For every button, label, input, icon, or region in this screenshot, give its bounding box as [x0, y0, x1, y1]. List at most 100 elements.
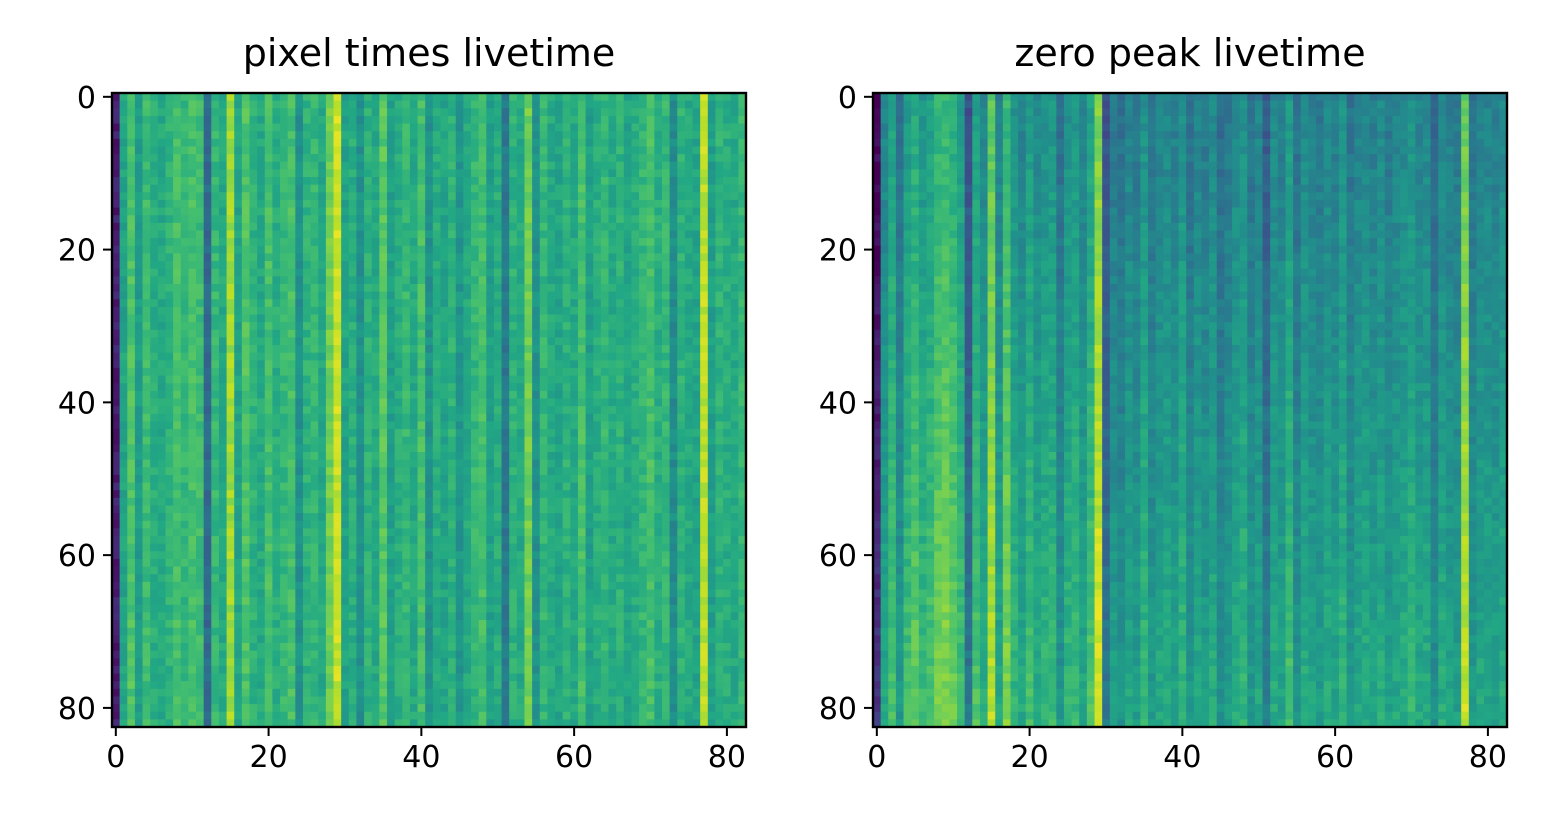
heatmap-cell: [318, 115, 327, 125]
heatmap-cell: [639, 108, 648, 117]
heatmap-cell: [486, 291, 495, 300]
heatmap-cell: [478, 352, 487, 361]
heatmap-cell: [173, 490, 182, 499]
heatmap-cell: [417, 238, 426, 247]
heatmap-cell: [692, 131, 701, 140]
heatmap-cell: [471, 93, 480, 102]
heatmap-cell: [119, 352, 128, 361]
heatmap-cell: [226, 383, 235, 392]
heatmap-cell: [234, 467, 243, 476]
heatmap-cell: [226, 131, 235, 140]
heatmap-cell: [157, 184, 167, 193]
heatmap-cell: [493, 222, 503, 232]
heatmap-cell: [516, 283, 526, 293]
heatmap-cell: [150, 505, 159, 514]
heatmap-cell: [516, 474, 526, 484]
heatmap-cell: [623, 505, 633, 514]
heatmap-cell: [707, 406, 717, 415]
heatmap-cell: [417, 177, 426, 186]
heatmap-cell: [661, 184, 671, 193]
heatmap-cell: [180, 299, 189, 308]
heatmap-cell: [402, 390, 411, 400]
heatmap-cell: [623, 421, 633, 430]
heatmap-cell: [272, 131, 281, 140]
heatmap-cell: [203, 253, 212, 262]
heatmap-cell: [280, 100, 289, 109]
heatmap-cell: [409, 291, 419, 300]
heatmap-cell: [654, 291, 663, 300]
heatmap-cell: [539, 222, 548, 232]
heatmap-cell: [639, 459, 648, 468]
heatmap-cell: [524, 413, 533, 423]
heatmap-cell: [432, 245, 442, 255]
heatmap-cell: [264, 108, 274, 117]
heatmap-cell: [386, 337, 396, 346]
heatmap-cell: [654, 207, 663, 216]
heatmap-cell: [264, 222, 274, 232]
heatmap-cell: [677, 459, 686, 468]
heatmap-cell: [547, 360, 556, 369]
heatmap-cell: [409, 177, 419, 186]
heatmap-cell: [310, 467, 319, 476]
heatmap-cell: [524, 245, 533, 255]
heatmap-cell: [280, 322, 289, 331]
heatmap-cell: [134, 398, 144, 407]
heatmap-cell: [493, 421, 503, 430]
heatmap-cell: [493, 299, 503, 308]
heatmap-cell: [524, 367, 533, 377]
heatmap-cell: [577, 184, 587, 193]
heatmap-cell: [570, 169, 579, 178]
heatmap-cell: [509, 436, 518, 445]
heatmap-cell: [723, 146, 732, 155]
heatmap-cell: [127, 337, 136, 346]
heatmap-cell: [196, 352, 205, 361]
heatmap-cell: [700, 169, 709, 178]
heatmap-cell: [631, 238, 640, 247]
heatmap-cell: [516, 543, 526, 552]
heatmap-cell: [493, 383, 503, 392]
heatmap-cell: [310, 543, 319, 552]
heatmap-cell: [608, 138, 617, 148]
heatmap-cell: [371, 452, 380, 461]
heatmap-cell: [654, 421, 663, 430]
heatmap-cell: [203, 383, 212, 392]
heatmap-cell: [386, 276, 396, 285]
heatmap-cell: [700, 406, 709, 415]
heatmap-cell: [478, 253, 487, 262]
heatmap-cell: [241, 207, 251, 216]
heatmap-cell: [173, 177, 182, 186]
heatmap-cell: [738, 505, 747, 514]
heatmap-cell: [165, 93, 174, 102]
heatmap-cell: [654, 245, 663, 255]
heatmap-cell: [379, 322, 388, 331]
heatmap-cell: [738, 177, 747, 186]
heatmap-cell: [379, 482, 388, 491]
heatmap-cell: [394, 299, 403, 308]
heatmap-cell: [196, 551, 205, 560]
heatmap-cell: [341, 283, 350, 293]
heatmap-cell: [257, 383, 266, 392]
heatmap-cell: [264, 283, 274, 293]
heatmap-cell: [356, 108, 365, 117]
heatmap-cell: [257, 352, 266, 361]
heatmap-cell: [402, 367, 411, 377]
heatmap-cell: [593, 398, 602, 407]
heatmap-cell: [241, 337, 251, 346]
heatmap-cell: [577, 115, 587, 125]
heatmap-cell: [302, 314, 312, 323]
heatmap-cell: [501, 100, 510, 109]
heatmap-cell: [241, 184, 251, 193]
heatmap-cell: [562, 490, 571, 499]
heatmap-cell: [379, 528, 388, 537]
heatmap-cell: [524, 177, 533, 186]
heatmap-cell: [616, 482, 625, 491]
heatmap-cell: [486, 490, 495, 499]
heatmap-cell: [631, 108, 640, 117]
heatmap-cell: [180, 238, 189, 247]
heatmap-cell: [723, 482, 732, 491]
heatmap-cell: [738, 413, 747, 423]
heatmap-cell: [555, 398, 564, 407]
heatmap-cell: [211, 131, 220, 140]
heatmap-cell: [157, 222, 167, 232]
heatmap-cell: [173, 406, 182, 415]
